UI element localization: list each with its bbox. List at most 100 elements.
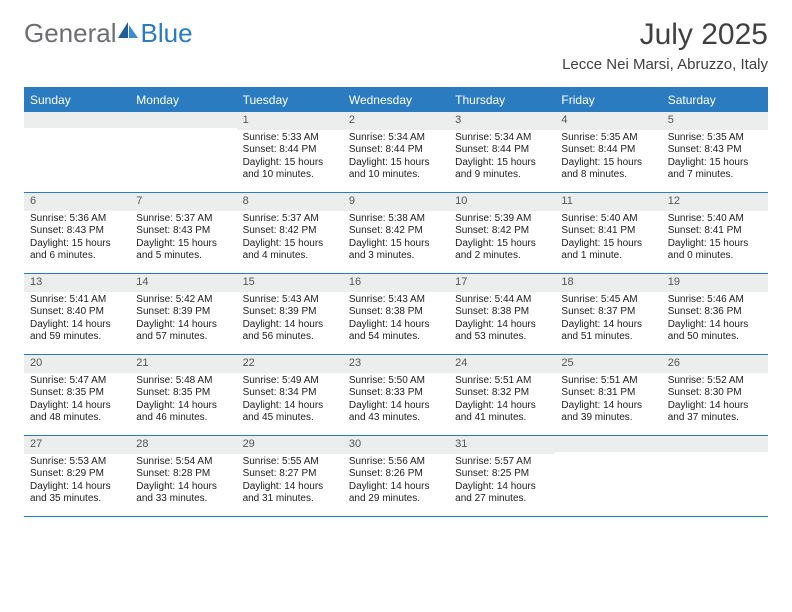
weekday-label: Tuesday	[237, 89, 343, 112]
day-number: 22	[237, 355, 343, 373]
sunset-text: Sunset: 8:43 PM	[30, 225, 124, 238]
day-body: Sunrise: 5:53 AMSunset: 8:29 PMDaylight:…	[24, 454, 130, 510]
sunset-text: Sunset: 8:28 PM	[136, 468, 230, 481]
daylight-text: Daylight: 14 hours and 54 minutes.	[349, 319, 443, 344]
day-body: Sunrise: 5:55 AMSunset: 8:27 PMDaylight:…	[237, 454, 343, 510]
logo-word-general: General	[24, 18, 117, 49]
day-body: Sunrise: 5:51 AMSunset: 8:31 PMDaylight:…	[555, 373, 661, 429]
sunset-text: Sunset: 8:29 PM	[30, 468, 124, 481]
day-body: Sunrise: 5:37 AMSunset: 8:43 PMDaylight:…	[130, 211, 236, 267]
sunrise-text: Sunrise: 5:43 AM	[243, 294, 337, 307]
daylight-text: Daylight: 15 hours and 10 minutes.	[349, 157, 443, 182]
day-number: 30	[343, 436, 449, 454]
daylight-text: Daylight: 14 hours and 57 minutes.	[136, 319, 230, 344]
sunrise-text: Sunrise: 5:34 AM	[455, 132, 549, 145]
day-cell: 12Sunrise: 5:40 AMSunset: 8:41 PMDayligh…	[662, 193, 768, 273]
sunrise-text: Sunrise: 5:40 AM	[668, 213, 762, 226]
daylight-text: Daylight: 15 hours and 4 minutes.	[243, 238, 337, 263]
day-number: 19	[662, 274, 768, 292]
day-number	[24, 112, 130, 128]
sunrise-text: Sunrise: 5:53 AM	[30, 456, 124, 469]
daylight-text: Daylight: 14 hours and 45 minutes.	[243, 400, 337, 425]
day-body: Sunrise: 5:43 AMSunset: 8:38 PMDaylight:…	[343, 292, 449, 348]
day-number: 1	[237, 112, 343, 130]
day-body: Sunrise: 5:33 AMSunset: 8:44 PMDaylight:…	[237, 130, 343, 186]
sunset-text: Sunset: 8:44 PM	[561, 144, 655, 157]
weekday-label: Friday	[555, 89, 661, 112]
weekday-label: Thursday	[449, 89, 555, 112]
sunset-text: Sunset: 8:38 PM	[349, 306, 443, 319]
week-row: 27Sunrise: 5:53 AMSunset: 8:29 PMDayligh…	[24, 436, 768, 517]
sunrise-text: Sunrise: 5:37 AM	[136, 213, 230, 226]
day-body: Sunrise: 5:50 AMSunset: 8:33 PMDaylight:…	[343, 373, 449, 429]
weekday-header-row: SundayMondayTuesdayWednesdayThursdayFrid…	[24, 89, 768, 112]
weekday-label: Saturday	[662, 89, 768, 112]
day-number: 3	[449, 112, 555, 130]
sunset-text: Sunset: 8:39 PM	[136, 306, 230, 319]
daylight-text: Daylight: 14 hours and 37 minutes.	[668, 400, 762, 425]
week-row: 20Sunrise: 5:47 AMSunset: 8:35 PMDayligh…	[24, 355, 768, 436]
sunset-text: Sunset: 8:35 PM	[30, 387, 124, 400]
day-cell	[24, 112, 130, 192]
sunset-text: Sunset: 8:39 PM	[243, 306, 337, 319]
day-cell: 5Sunrise: 5:35 AMSunset: 8:43 PMDaylight…	[662, 112, 768, 192]
day-number: 12	[662, 193, 768, 211]
sunrise-text: Sunrise: 5:36 AM	[30, 213, 124, 226]
day-number: 31	[449, 436, 555, 454]
day-cell	[130, 112, 236, 192]
sunset-text: Sunset: 8:44 PM	[243, 144, 337, 157]
sunset-text: Sunset: 8:33 PM	[349, 387, 443, 400]
daylight-text: Daylight: 14 hours and 50 minutes.	[668, 319, 762, 344]
day-cell	[555, 436, 661, 516]
weekday-label: Sunday	[24, 89, 130, 112]
daylight-text: Daylight: 14 hours and 59 minutes.	[30, 319, 124, 344]
day-number: 7	[130, 193, 236, 211]
sunset-text: Sunset: 8:26 PM	[349, 468, 443, 481]
day-number: 17	[449, 274, 555, 292]
sunset-text: Sunset: 8:42 PM	[349, 225, 443, 238]
daylight-text: Daylight: 15 hours and 7 minutes.	[668, 157, 762, 182]
day-cell: 16Sunrise: 5:43 AMSunset: 8:38 PMDayligh…	[343, 274, 449, 354]
daylight-text: Daylight: 15 hours and 2 minutes.	[455, 238, 549, 263]
sunrise-text: Sunrise: 5:39 AM	[455, 213, 549, 226]
day-body: Sunrise: 5:34 AMSunset: 8:44 PMDaylight:…	[449, 130, 555, 186]
sunset-text: Sunset: 8:31 PM	[561, 387, 655, 400]
sunset-text: Sunset: 8:38 PM	[455, 306, 549, 319]
sunrise-text: Sunrise: 5:42 AM	[136, 294, 230, 307]
day-cell: 24Sunrise: 5:51 AMSunset: 8:32 PMDayligh…	[449, 355, 555, 435]
day-number: 28	[130, 436, 236, 454]
sunrise-text: Sunrise: 5:43 AM	[349, 294, 443, 307]
day-body: Sunrise: 5:54 AMSunset: 8:28 PMDaylight:…	[130, 454, 236, 510]
day-number: 18	[555, 274, 661, 292]
daylight-text: Daylight: 14 hours and 56 minutes.	[243, 319, 337, 344]
day-cell: 7Sunrise: 5:37 AMSunset: 8:43 PMDaylight…	[130, 193, 236, 273]
daylight-text: Daylight: 14 hours and 39 minutes.	[561, 400, 655, 425]
day-body: Sunrise: 5:38 AMSunset: 8:42 PMDaylight:…	[343, 211, 449, 267]
sunset-text: Sunset: 8:37 PM	[561, 306, 655, 319]
sunset-text: Sunset: 8:25 PM	[455, 468, 549, 481]
daylight-text: Daylight: 14 hours and 48 minutes.	[30, 400, 124, 425]
day-body: Sunrise: 5:45 AMSunset: 8:37 PMDaylight:…	[555, 292, 661, 348]
day-body: Sunrise: 5:34 AMSunset: 8:44 PMDaylight:…	[343, 130, 449, 186]
sunrise-text: Sunrise: 5:35 AM	[668, 132, 762, 145]
day-cell: 4Sunrise: 5:35 AMSunset: 8:44 PMDaylight…	[555, 112, 661, 192]
day-cell: 8Sunrise: 5:37 AMSunset: 8:42 PMDaylight…	[237, 193, 343, 273]
sunrise-text: Sunrise: 5:35 AM	[561, 132, 655, 145]
day-number: 27	[24, 436, 130, 454]
day-cell: 1Sunrise: 5:33 AMSunset: 8:44 PMDaylight…	[237, 112, 343, 192]
sunset-text: Sunset: 8:34 PM	[243, 387, 337, 400]
day-number: 26	[662, 355, 768, 373]
sunrise-text: Sunrise: 5:45 AM	[561, 294, 655, 307]
sunrise-text: Sunrise: 5:34 AM	[349, 132, 443, 145]
day-body: Sunrise: 5:46 AMSunset: 8:36 PMDaylight:…	[662, 292, 768, 348]
day-body: Sunrise: 5:52 AMSunset: 8:30 PMDaylight:…	[662, 373, 768, 429]
day-cell: 25Sunrise: 5:51 AMSunset: 8:31 PMDayligh…	[555, 355, 661, 435]
sunrise-text: Sunrise: 5:38 AM	[349, 213, 443, 226]
day-number: 20	[24, 355, 130, 373]
day-number: 24	[449, 355, 555, 373]
sunrise-text: Sunrise: 5:46 AM	[668, 294, 762, 307]
day-number: 14	[130, 274, 236, 292]
day-cell: 31Sunrise: 5:57 AMSunset: 8:25 PMDayligh…	[449, 436, 555, 516]
day-cell: 13Sunrise: 5:41 AMSunset: 8:40 PMDayligh…	[24, 274, 130, 354]
day-cell	[662, 436, 768, 516]
